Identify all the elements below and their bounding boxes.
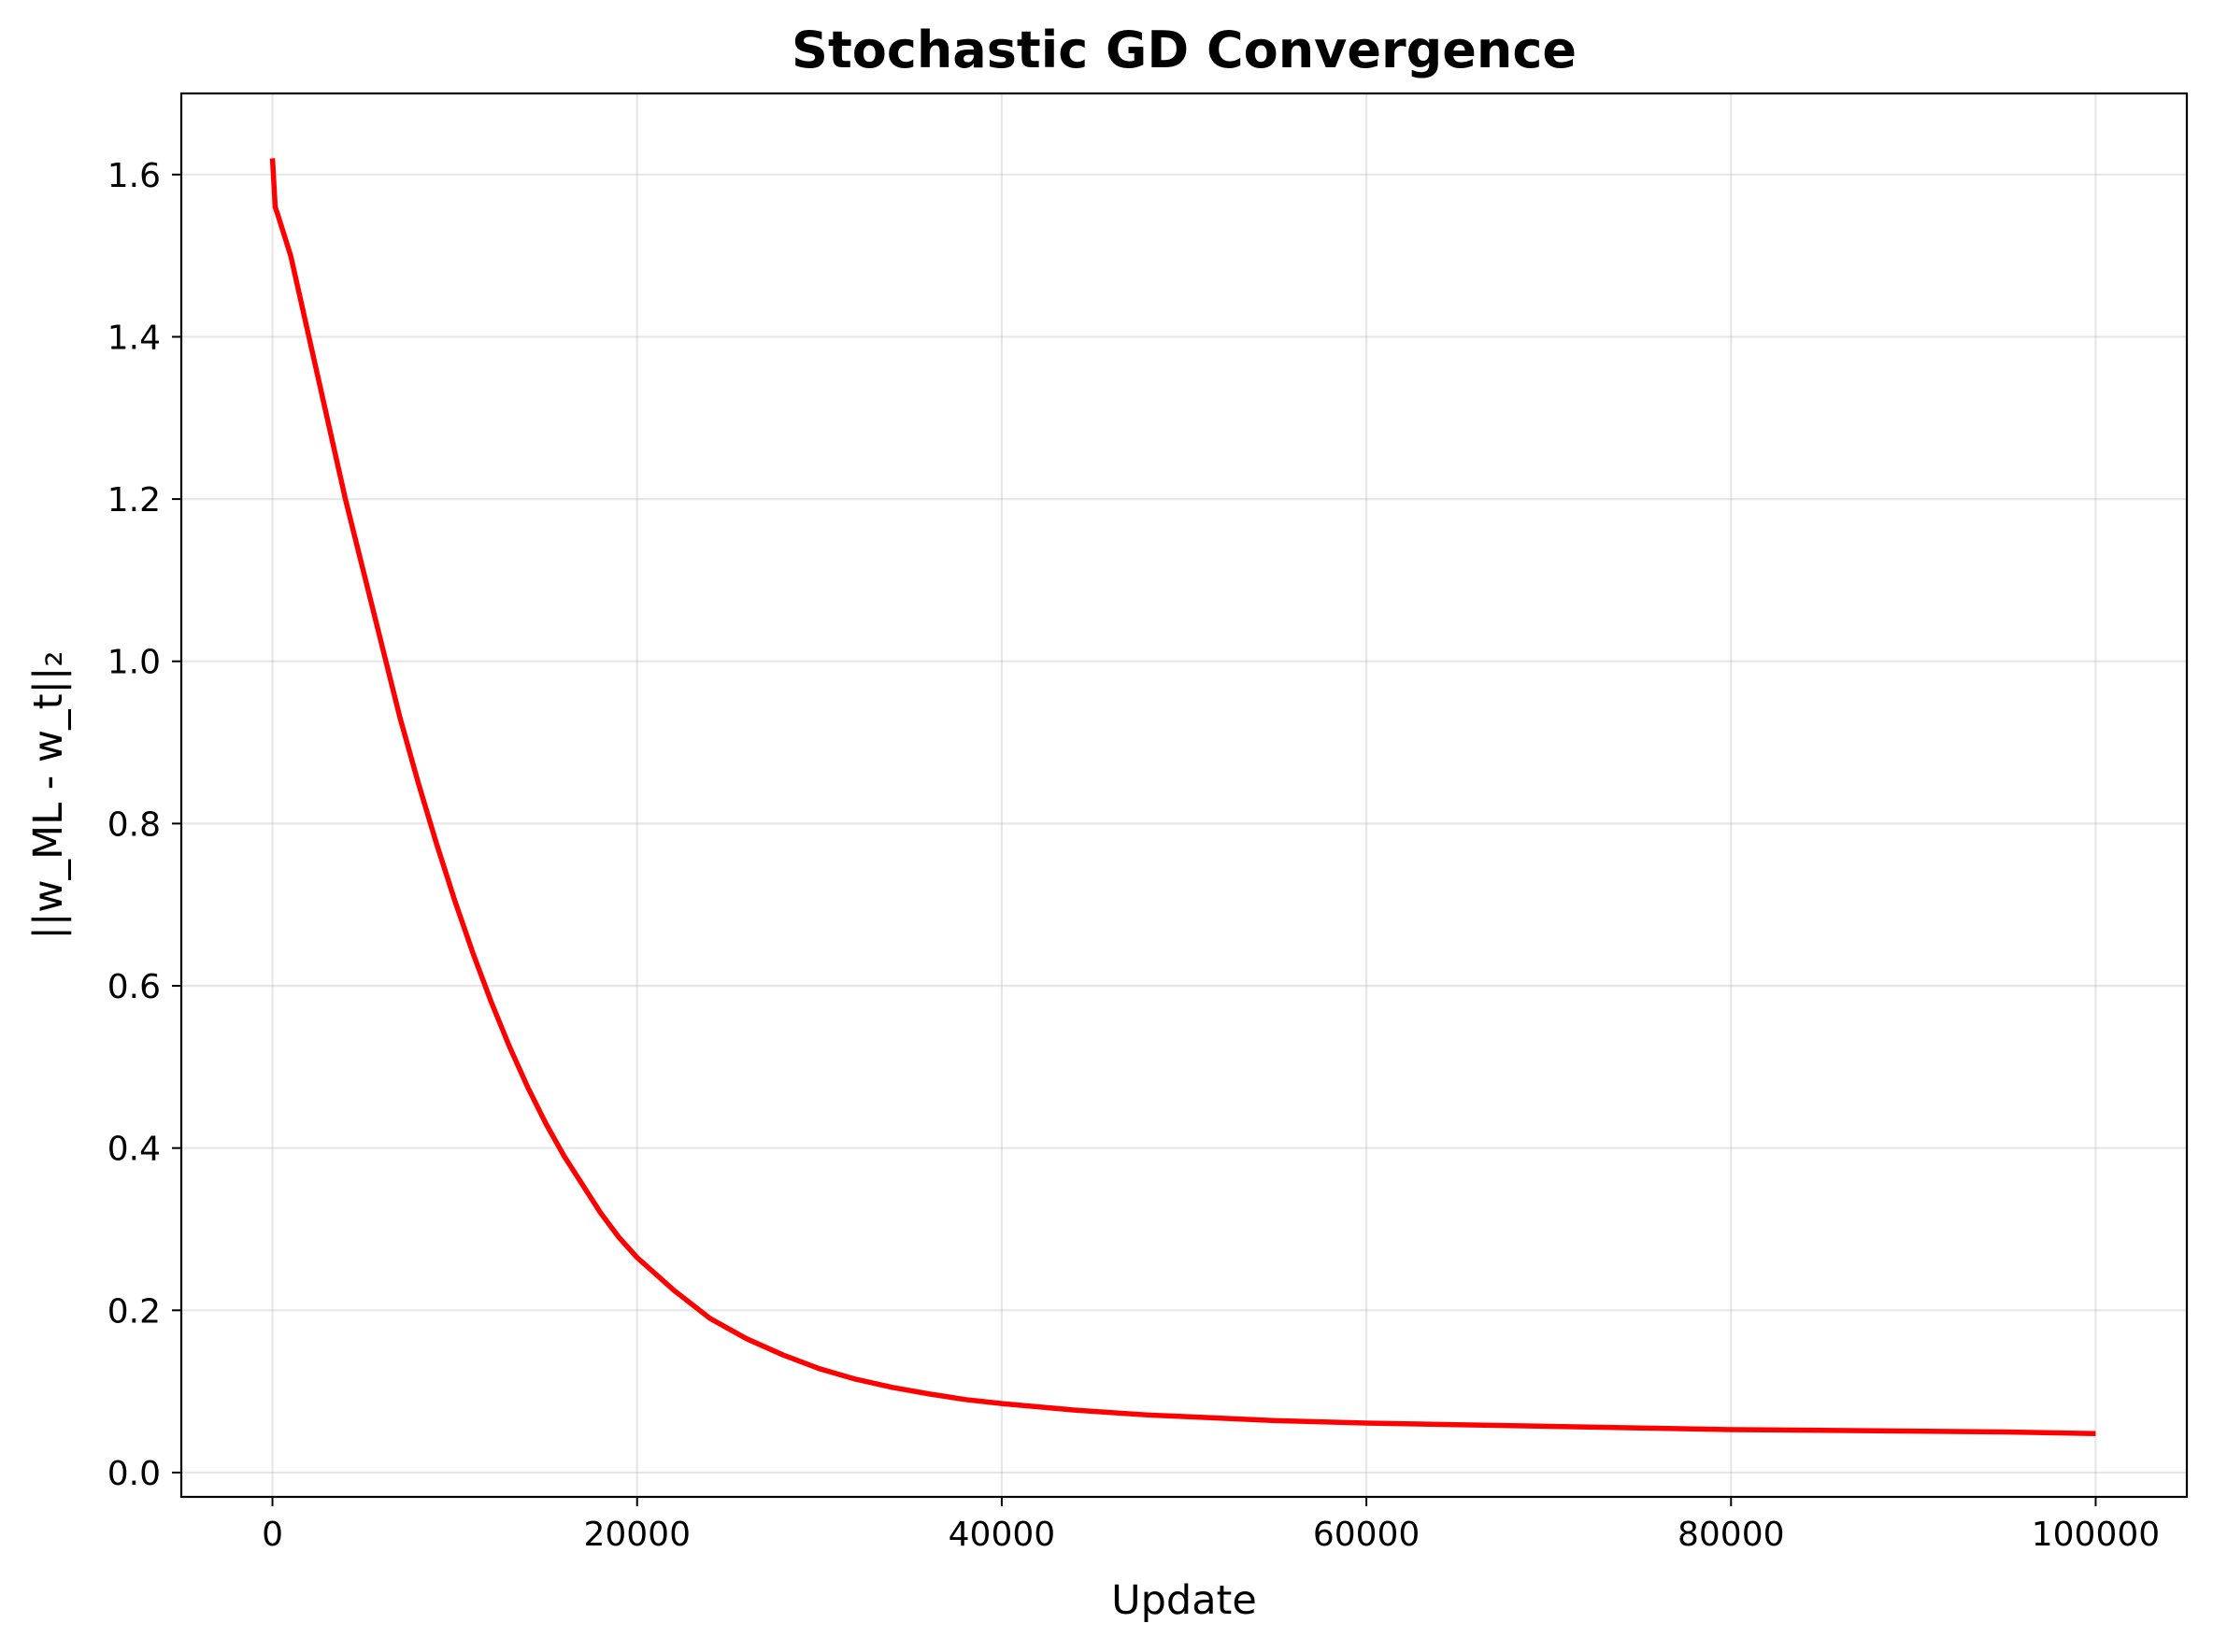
series-layer <box>269 158 2096 1437</box>
grid-lines <box>181 93 2187 1497</box>
y-tick-label: 0.0 <box>107 1455 161 1493</box>
x-axis-label: Update <box>1111 1577 1257 1624</box>
y-tick-label: 1.0 <box>107 644 161 682</box>
y-axis-label: ||w_ML - w_t||₂ <box>25 650 72 939</box>
x-tick-label: 0 <box>262 1516 283 1554</box>
y-tick-label: 1.4 <box>107 319 161 357</box>
y-tick-label: 0.8 <box>107 805 161 844</box>
x-tick-label: 100000 <box>2032 1516 2160 1554</box>
y-tick-label: 0.2 <box>107 1292 161 1331</box>
axes-frame <box>179 92 2189 1499</box>
y-tick-label: 1.6 <box>107 157 161 195</box>
x-tick-label: 80000 <box>1678 1516 1785 1554</box>
series-line <box>269 158 2096 1437</box>
y-tick-label: 1.2 <box>107 481 161 520</box>
x-tick-label: 20000 <box>583 1516 691 1554</box>
x-axis-ticks: 0 20000 40000 60000 80000 100000 <box>262 1497 2160 1554</box>
y-tick-label: 0.6 <box>107 968 161 1006</box>
y-axis-ticks: 0.0 0.2 0.4 0.6 0.8 1.0 1.2 1.4 1.6 <box>107 157 181 1493</box>
chart-title: Stochastic GD Convergence <box>792 21 1577 79</box>
y-tick-label: 0.4 <box>107 1131 161 1169</box>
x-tick-label: 40000 <box>949 1516 1056 1554</box>
x-tick-label: 60000 <box>1313 1516 1421 1554</box>
